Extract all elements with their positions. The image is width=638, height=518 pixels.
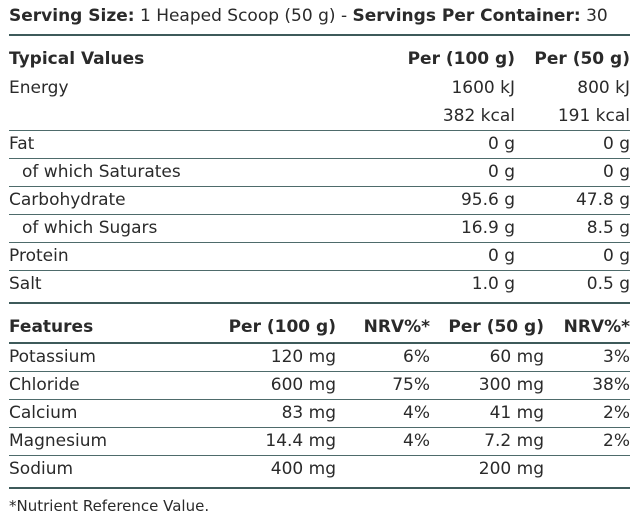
features-header-row: Features Per (100 g) NRV%* Per (50 g) NR… — [9, 312, 630, 342]
row-divider — [9, 455, 630, 456]
row-nrv50: 3% — [603, 347, 630, 367]
table-row: Salt 1.0 g 0.5 g — [9, 271, 630, 298]
row-per50: 0 g — [602, 134, 630, 154]
row-divider — [9, 242, 630, 243]
row-divider — [9, 214, 630, 215]
row-label: of which Sugars — [22, 218, 158, 238]
row-nrv100: 4% — [403, 431, 430, 451]
row-divider — [9, 158, 630, 159]
row-divider — [9, 427, 630, 428]
row-per100: 600 mg — [270, 375, 336, 395]
table-row: Magnesium 14.4 mg 4% 7.2 mg 2% — [9, 428, 630, 455]
row-per50: 191 kcal — [557, 106, 630, 126]
typical-header-per100: Per (100 g) — [407, 49, 515, 69]
typical-header-row: Typical Values Per (100 g) Per (50 g) — [9, 44, 630, 74]
serving-line: Serving Size: 1 Heaped Scoop (50 g) - Se… — [9, 0, 630, 34]
row-nrv50: 2% — [603, 431, 630, 451]
row-per100: 1.0 g — [471, 274, 515, 294]
row-per50: 200 mg — [478, 459, 544, 479]
row-divider — [9, 399, 630, 400]
row-divider — [9, 270, 630, 271]
table-row: Protein 0 g 0 g — [9, 243, 630, 270]
row-per100: 95.6 g — [460, 190, 515, 210]
table-row: Energy 1600 kJ 800 kJ — [9, 74, 630, 102]
row-per50: 800 kJ — [577, 78, 630, 98]
row-per100: 16.9 g — [460, 218, 515, 238]
row-per50: 47.8 g — [575, 190, 630, 210]
table-row: 382 kcal 191 kcal — [9, 102, 630, 130]
serving-size-label: Serving Size: — [9, 6, 135, 26]
row-per100: 0 g — [487, 134, 515, 154]
features-header-label: Features — [9, 317, 94, 337]
row-label: Potassium — [9, 347, 96, 367]
row-per100: 14.4 mg — [265, 431, 336, 451]
table-row: Fat 0 g 0 g — [9, 131, 630, 158]
row-per100: 400 mg — [270, 459, 336, 479]
row-per50: 41 mg — [489, 403, 544, 423]
row-per50: 0.5 g — [586, 274, 630, 294]
row-per100: 83 mg — [281, 403, 336, 423]
features-table: Features Per (100 g) NRV%* Per (50 g) NR… — [9, 312, 630, 483]
row-per50: 7.2 mg — [484, 431, 544, 451]
servings-per-container-value: 30 — [586, 6, 608, 26]
features-header-per100: Per (100 g) — [228, 317, 336, 337]
row-divider — [9, 371, 630, 372]
row-label: Carbohydrate — [9, 190, 126, 210]
typical-header-per50: Per (50 g) — [534, 49, 630, 69]
serving-size-value: 1 Heaped Scoop (50 g) — [139, 6, 336, 26]
row-per50: 8.5 g — [586, 218, 630, 238]
footnote: *Nutrient Reference Value. — [9, 497, 210, 515]
features-header-nrv50: NRV%* — [563, 317, 630, 337]
table-row: Chloride 600 mg 75% 300 mg 38% — [9, 372, 630, 399]
row-label: Chloride — [9, 375, 80, 395]
row-nrv50: 2% — [603, 403, 630, 423]
table-row: Carbohydrate 95.6 g 47.8 g — [9, 187, 630, 214]
row-nrv100: 6% — [403, 347, 430, 367]
row-per50: 0 g — [602, 246, 630, 266]
row-nrv100: 75% — [392, 375, 430, 395]
row-label: Salt — [9, 274, 42, 294]
section-divider — [9, 302, 630, 304]
row-label: Calcium — [9, 403, 78, 423]
row-divider — [9, 186, 630, 187]
features-header-per50: Per (50 g) — [448, 317, 544, 337]
row-label: Protein — [9, 246, 69, 266]
typical-values-table: Typical Values Per (100 g) Per (50 g) En… — [9, 44, 630, 298]
table-row: of which Sugars 16.9 g 8.5 g — [9, 215, 630, 242]
row-nrv50: 38% — [592, 375, 630, 395]
row-per100: 1600 kJ — [451, 78, 515, 98]
row-label: Energy — [9, 78, 69, 98]
row-label: Fat — [9, 134, 35, 154]
serving-separator: - — [340, 6, 348, 26]
table-row: Potassium 120 mg 6% 60 mg 3% — [9, 344, 630, 371]
row-label: Magnesium — [9, 431, 108, 451]
features-header-nrv100: NRV%* — [363, 317, 430, 337]
row-label: Sodium — [9, 459, 74, 479]
features-header-divider — [9, 342, 630, 344]
row-nrv100: 4% — [403, 403, 430, 423]
table-row: of which Saturates 0 g 0 g — [9, 159, 630, 186]
row-per50: 0 g — [602, 162, 630, 182]
bottom-divider — [9, 487, 630, 489]
top-divider — [9, 34, 630, 36]
nutrition-panel: Serving Size: 1 Heaped Scoop (50 g) - Se… — [9, 0, 630, 518]
row-label: of which Saturates — [22, 162, 181, 182]
row-per100: 0 g — [487, 246, 515, 266]
row-per100: 0 g — [487, 162, 515, 182]
row-per50: 300 mg — [478, 375, 544, 395]
table-row: Calcium 83 mg 4% 41 mg 2% — [9, 400, 630, 427]
table-row: Sodium 400 mg 200 mg — [9, 456, 630, 483]
row-per100: 120 mg — [270, 347, 336, 367]
row-per50: 60 mg — [489, 347, 544, 367]
row-per100: 382 kcal — [442, 106, 515, 126]
typical-header-label: Typical Values — [9, 49, 145, 69]
servings-per-container-label: Servings Per Container: — [352, 6, 581, 26]
row-divider — [9, 130, 630, 131]
